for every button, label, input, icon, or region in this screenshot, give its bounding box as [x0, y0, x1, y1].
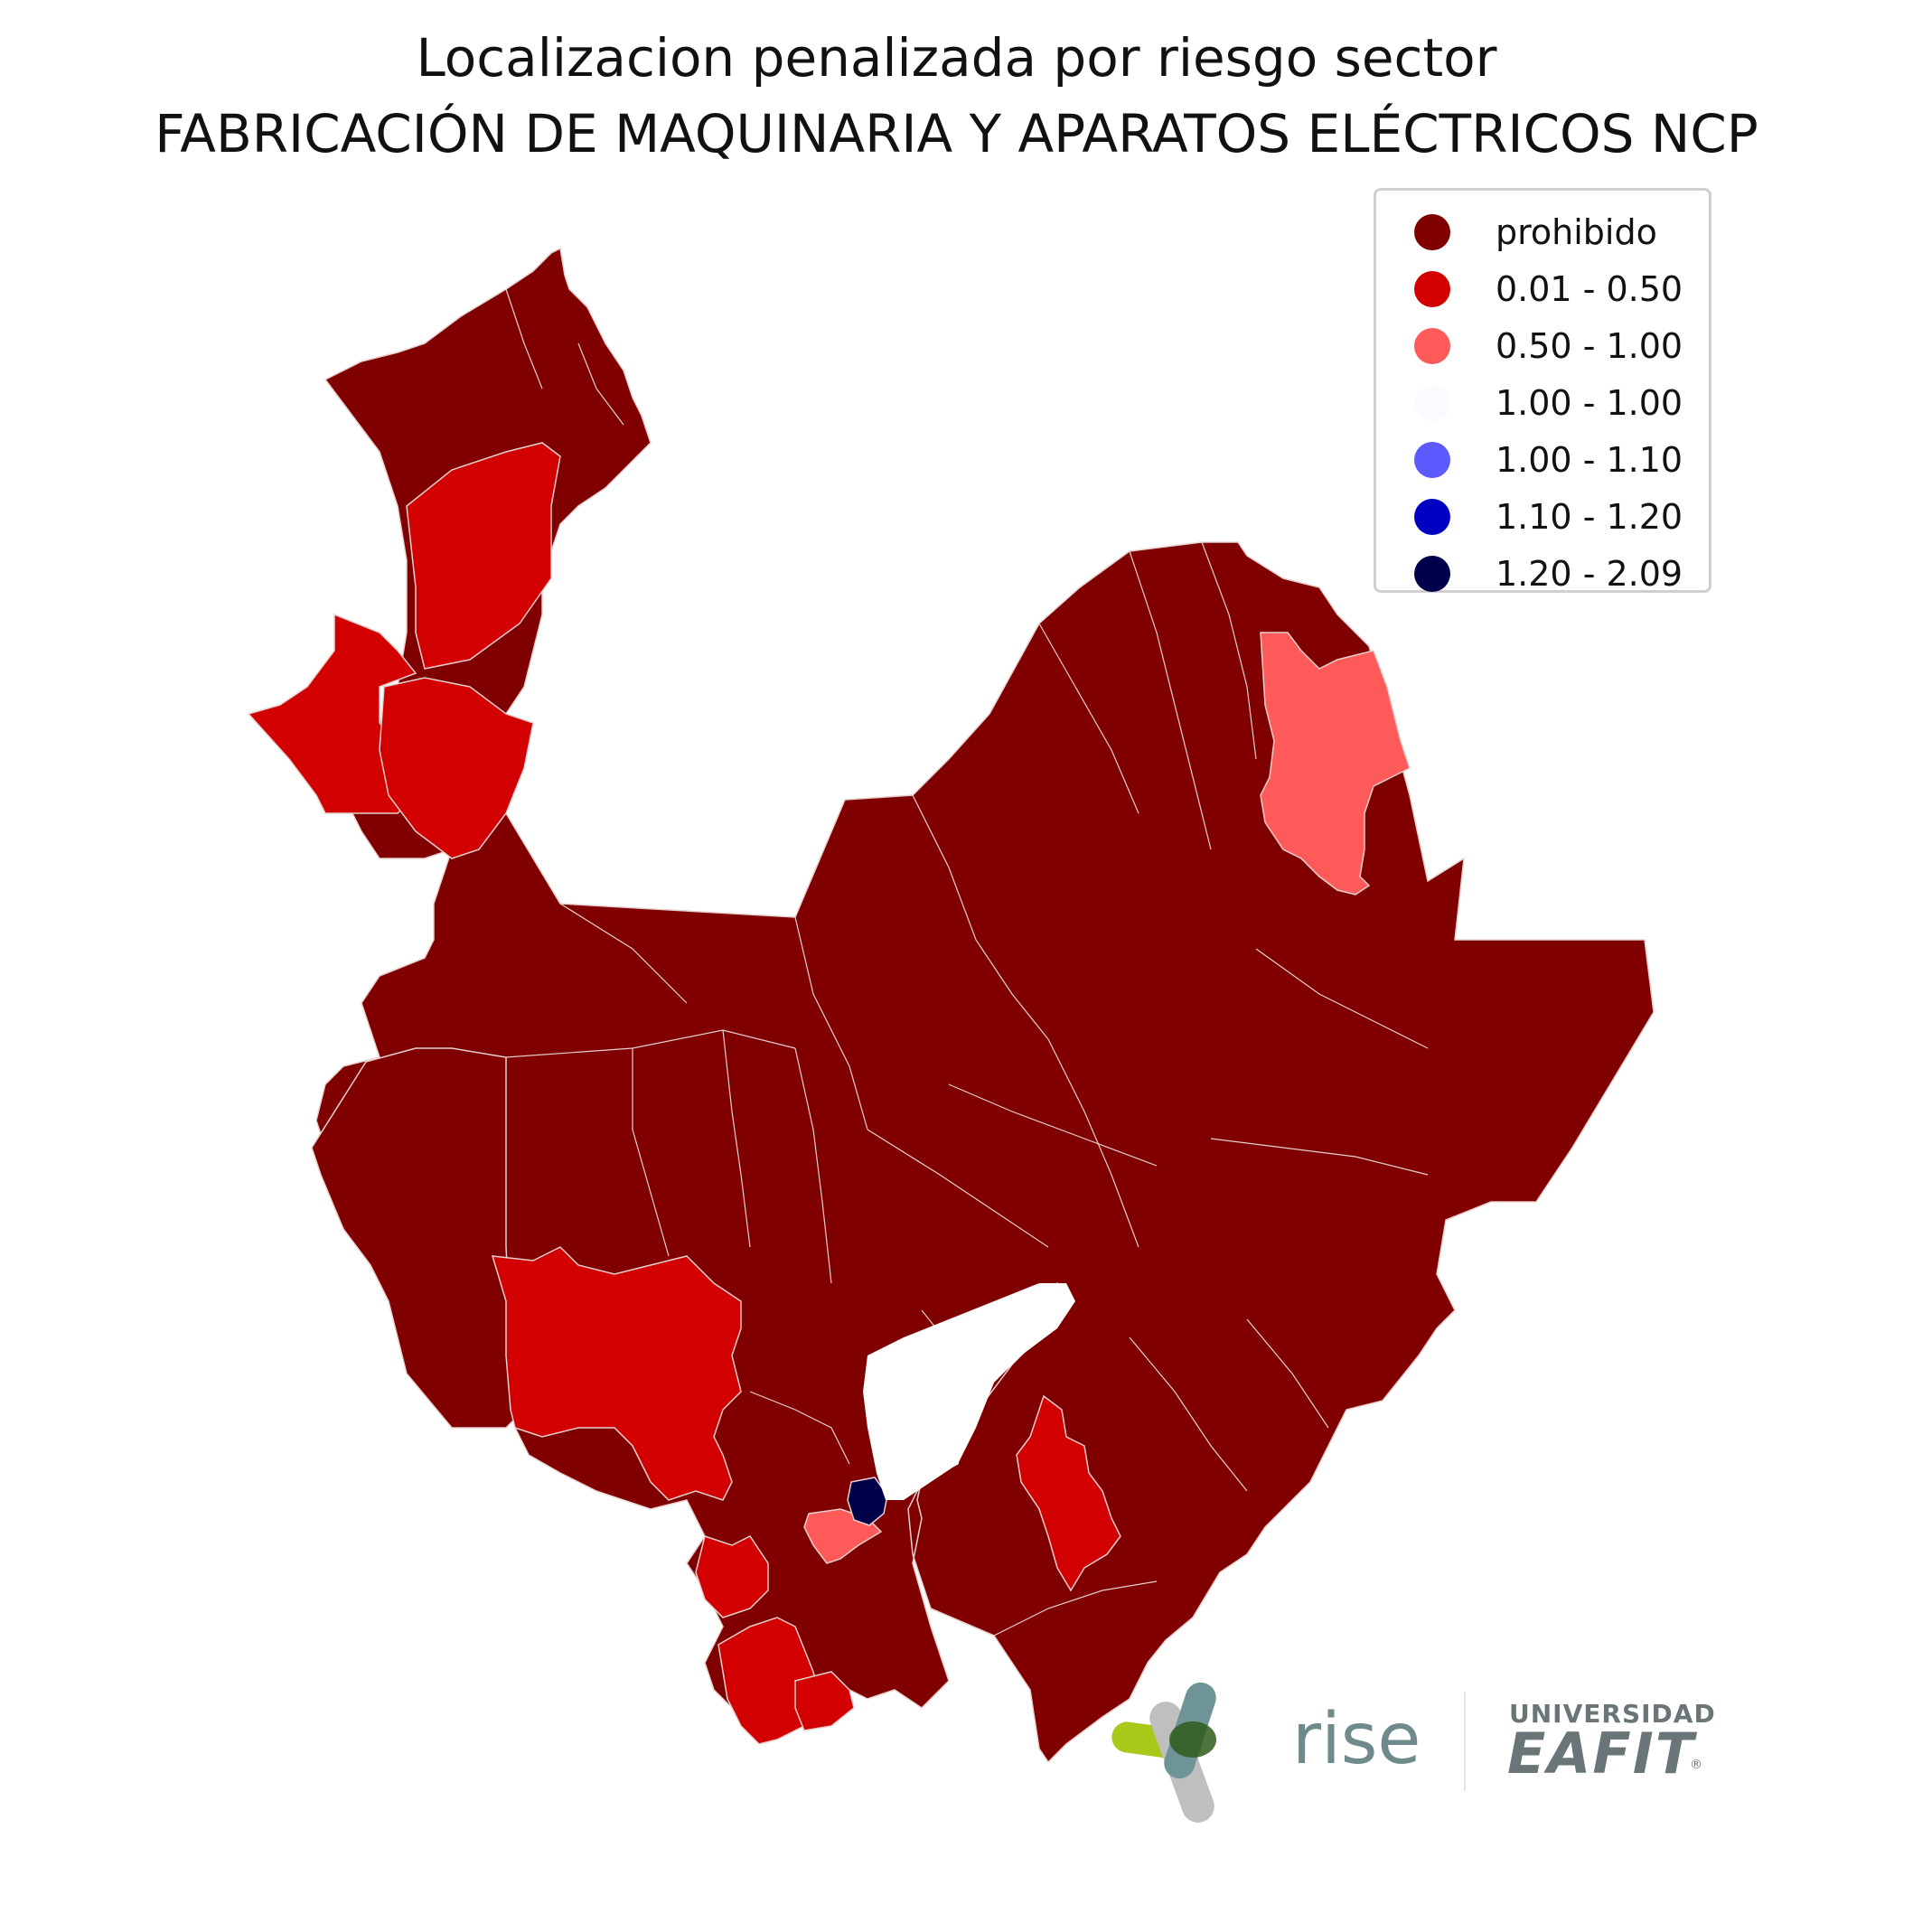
legend-swatch [1414, 328, 1450, 364]
legend-swatch [1414, 442, 1450, 478]
logo-divider [1464, 1692, 1466, 1791]
legend-swatch [1414, 214, 1450, 250]
rise-logo-text: rise [1292, 1699, 1421, 1780]
region-northwest-coast-1 [406, 442, 561, 670]
region-southwest-1 [695, 1535, 769, 1618]
legend-item-range-5: 1.10 - 1.20 [1376, 488, 1709, 544]
legend-label: 0.50 - 1.00 [1496, 326, 1683, 366]
region-northwest-coast-3 [379, 677, 534, 859]
map-title-line-1: Localizacion penalizada por riesgo secto… [416, 27, 1497, 89]
legend-item-range-2: 0.50 - 1.00 [1376, 317, 1709, 373]
legend-item-range-4: 1.00 - 1.10 [1376, 431, 1709, 487]
eafit-logo-top: UNIVERSIDAD [1509, 1699, 1716, 1729]
legend-item-range-1: 0.01 - 0.50 [1376, 260, 1709, 316]
region-northeast-border [1260, 632, 1411, 896]
legend-item-range-6: 1.20 - 2.09 [1376, 545, 1709, 601]
region-east-south [1016, 1394, 1121, 1592]
legend-item-range-3: 1.00 - 1.00 [1376, 374, 1709, 430]
legend-swatch [1414, 556, 1450, 592]
legend-swatch [1414, 271, 1450, 307]
region-west-central [491, 1246, 742, 1501]
region-central-hub [847, 1477, 888, 1526]
legend-label: 0.01 - 0.50 [1496, 269, 1683, 309]
logos: rise UNIVERSIDAD EAFIT ® [1111, 1645, 1715, 1825]
legend-label: 1.10 - 1.20 [1496, 497, 1683, 537]
region-southwest-3 [794, 1671, 855, 1731]
map-title-line-2: FABRICACIÓN DE MAQUINARIA Y APARATOS ELÉ… [155, 103, 1758, 164]
region-northwest-coast-2 [247, 613, 417, 814]
legend-label: 1.20 - 2.09 [1496, 554, 1683, 594]
eafit-logo-main: EAFIT [1507, 1721, 1696, 1787]
legend: prohibido 0.01 - 0.50 0.50 - 1.00 1.00 -… [1374, 188, 1711, 594]
legend-label: 1.00 - 1.00 [1496, 383, 1683, 423]
rise-logo-icon [1111, 1682, 1216, 1823]
municipal-boundaries [505, 288, 1429, 1637]
region-west-block [311, 1047, 516, 1429]
legend-item-prohibido: prohibido [1376, 203, 1709, 259]
legend-label: 1.00 - 1.10 [1496, 440, 1683, 480]
legend-label: prohibido [1496, 212, 1657, 252]
eafit-registered-mark: ® [1690, 1758, 1702, 1772]
legend-swatch [1414, 385, 1450, 421]
legend-swatch [1414, 499, 1450, 535]
interior-white-area [863, 1283, 1075, 1500]
